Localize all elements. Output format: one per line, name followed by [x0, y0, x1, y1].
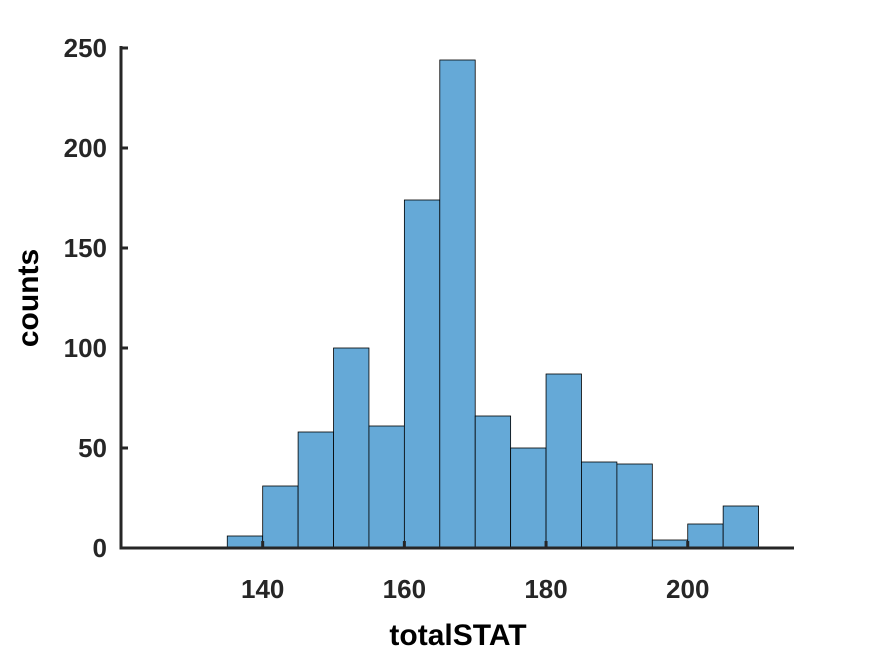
x-axis-ticks: 140 160 180 200 [241, 541, 709, 604]
histogram-bar-150-155 [333, 347, 370, 549]
histogram-bar-205-210 [722, 505, 759, 549]
histogram-bar-145-150 [297, 431, 334, 549]
histogram-bar-185-190 [581, 461, 618, 549]
y-tick-label: 200 [64, 133, 107, 163]
y-tick-label: 250 [64, 33, 107, 63]
x-tick-label: 200 [666, 574, 709, 604]
y-axis-ticks: 0 50 100 150 200 250 [64, 33, 128, 563]
x-axis-label: totalSTAT [389, 619, 526, 652]
x-tick-label: 140 [241, 574, 284, 604]
histogram-bars [226, 59, 759, 549]
x-tick-label: 160 [383, 574, 426, 604]
histogram-bar-190-195 [616, 463, 653, 549]
histogram-bar-135-140 [226, 535, 264, 549]
y-tick-label: 50 [78, 433, 107, 463]
histogram-bar-140-145 [262, 485, 299, 549]
histogram-bar-180-185 [545, 373, 582, 549]
histogram-bar-160-165 [403, 199, 441, 549]
y-tick-label: 0 [93, 533, 107, 563]
x-tick-label: 180 [524, 574, 567, 604]
y-tick-label: 150 [64, 233, 107, 263]
histogram-bar-155-160 [368, 425, 405, 549]
histogram-bar-175-180 [510, 447, 547, 549]
histogram-bar-170-175 [474, 415, 512, 549]
histogram-bar-165-170 [439, 59, 476, 549]
y-axis-label: counts [12, 249, 45, 347]
histogram-bar-200-205 [687, 523, 724, 549]
y-tick-label: 100 [64, 333, 107, 363]
